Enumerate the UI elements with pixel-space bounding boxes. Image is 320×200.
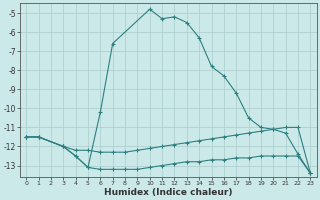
X-axis label: Humidex (Indice chaleur): Humidex (Indice chaleur) (104, 188, 233, 197)
